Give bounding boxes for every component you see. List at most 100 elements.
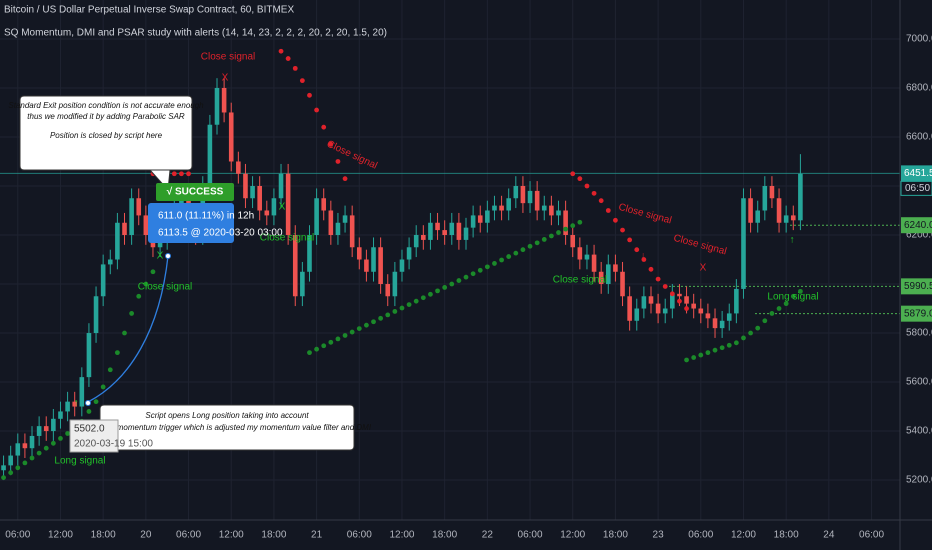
psar-dot	[506, 254, 512, 259]
candle-body	[620, 271, 625, 297]
price-badge-label: 5990.5	[904, 281, 932, 292]
psar-dot	[364, 322, 369, 328]
entry-price: 5502.0	[74, 424, 105, 435]
candle-body	[741, 198, 746, 289]
success-text: √ SUCCESS	[167, 187, 224, 198]
candle-body	[300, 271, 305, 297]
psar-dot	[378, 315, 384, 321]
candle-body	[122, 222, 127, 236]
success-badge	[156, 183, 234, 201]
signal-label: Close signal	[201, 52, 255, 63]
psar-dot	[726, 342, 732, 348]
candle-body	[470, 215, 476, 228]
psar-dot	[314, 107, 320, 113]
psar-dot	[470, 271, 476, 277]
psar-dot	[420, 295, 426, 301]
psar-dot	[577, 176, 583, 182]
psar-dot	[577, 219, 583, 225]
candle-body	[598, 271, 604, 285]
psar-dot	[463, 274, 469, 280]
candle-body	[250, 185, 255, 199]
psar-dot	[634, 247, 640, 253]
psar-dot	[492, 261, 497, 266]
candle-body	[356, 247, 362, 260]
price-badge	[901, 217, 932, 234]
note-line: Standard Exit position condition is not …	[8, 101, 204, 110]
y-tick-label: 5600.0	[906, 377, 932, 388]
price-badge	[901, 165, 932, 182]
psar-dot	[541, 237, 547, 242]
psar-dot	[136, 293, 142, 299]
psar-dot	[684, 357, 689, 363]
candle-body	[1, 465, 6, 471]
candle-body	[328, 210, 334, 236]
x-tick-label: 21	[311, 530, 323, 541]
candle-body	[392, 271, 398, 297]
signal-label: Close signal	[553, 275, 607, 286]
psar-dot	[797, 288, 803, 294]
axes: 7000.06800.06600.06400.06200.06000.05800…	[5, 34, 932, 541]
psar-dot	[570, 171, 576, 177]
candle-body	[228, 112, 234, 162]
candle-body	[385, 284, 391, 297]
psar-dot	[449, 281, 455, 287]
candle-body	[698, 308, 704, 314]
price-badge-label: 6451.5	[904, 168, 932, 179]
psar-dot	[299, 78, 305, 84]
psar-dot	[499, 257, 504, 263]
candle-body	[406, 247, 412, 260]
psar-dot	[691, 355, 697, 360]
candle-body	[257, 185, 262, 211]
y-tick-label: 5400.0	[906, 426, 932, 437]
psar-dot	[705, 350, 711, 356]
psar-dot	[548, 233, 554, 239]
psar-dot	[150, 269, 156, 275]
psar-dot	[278, 48, 284, 54]
psar-dot	[598, 198, 604, 204]
candle-body	[456, 222, 462, 240]
x-tick-label: 24	[823, 530, 835, 541]
candle-body	[541, 205, 547, 211]
psar-dot	[321, 124, 327, 130]
candle-body	[342, 215, 348, 223]
signal-label: Close signal	[138, 282, 192, 293]
x-tick-label: 18:00	[432, 530, 457, 541]
x-tick-label: 06:00	[859, 530, 884, 541]
candle-body	[499, 205, 504, 211]
candle-body	[776, 198, 782, 223]
candle-body	[485, 210, 490, 223]
profit-box	[148, 203, 234, 243]
psar-dot	[733, 340, 739, 346]
psar-dot	[684, 306, 689, 311]
candle-body	[755, 210, 761, 223]
y-tick-label: 6800.0	[906, 83, 932, 94]
psar-dot	[356, 326, 362, 332]
entry-time: 2020-03-19 15:00	[74, 439, 153, 450]
profit-text: 611.0 (11.11%) in 12h	[158, 211, 254, 222]
x-tick-label: 22	[482, 530, 494, 541]
candle-body	[527, 190, 533, 204]
x-tick-label: 06:00	[518, 530, 543, 541]
candle-body	[65, 401, 70, 412]
candle-body	[627, 296, 632, 321]
psar-dot	[534, 240, 540, 246]
psar-dot	[36, 450, 42, 456]
x-tick-label: 12:00	[560, 530, 585, 541]
candle-body	[278, 173, 284, 199]
trade-connector	[87, 255, 169, 403]
candle-body	[691, 303, 696, 309]
x-tick-label: 12:00	[48, 530, 73, 541]
candle-body	[613, 264, 618, 272]
psar-dot	[321, 343, 327, 349]
psar-dot	[349, 329, 355, 335]
psar-dot	[93, 399, 99, 405]
candle-body	[726, 313, 732, 321]
x-tick-label: 06:00	[176, 530, 201, 541]
psar-dot	[719, 345, 725, 351]
candle-body	[549, 205, 554, 216]
x-tick-label: 18:00	[603, 530, 628, 541]
psar-dot	[613, 217, 618, 223]
candle-body	[243, 173, 248, 199]
x-tick-label: 23	[653, 530, 665, 541]
